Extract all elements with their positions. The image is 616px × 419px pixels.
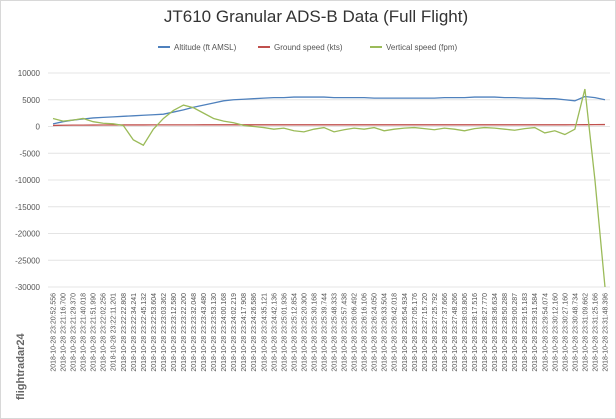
x-tick-label: 2018-10-28 23:25:57.438 bbox=[342, 293, 349, 372]
x-tick-label: 2018-10-28 23:20:52.556 bbox=[51, 293, 58, 372]
x-tick-label: 2018-10-28 23:23:12.580 bbox=[171, 293, 178, 372]
y-tick-label: 5000 bbox=[22, 96, 40, 105]
y-tick-label: 0 bbox=[36, 123, 41, 132]
x-tick-label: 2018-10-28 23:29:54.074 bbox=[542, 293, 549, 372]
x-tick-label: 2018-10-28 23:22:53.604 bbox=[151, 293, 158, 372]
x-tick-label: 2018-10-28 23:26:42.018 bbox=[392, 293, 399, 372]
x-tick-label: 2018-10-28 23:30:27.160 bbox=[562, 293, 569, 372]
y-tick-label: -15000 bbox=[15, 203, 40, 212]
x-tick-label: 2018-10-28 23:24:17.908 bbox=[241, 293, 248, 372]
series-line bbox=[52, 95, 606, 125]
x-tick-label: 2018-10-28 23:28:50.288 bbox=[502, 293, 509, 372]
x-tick-label: 2018-10-28 23:26:33.504 bbox=[382, 293, 389, 372]
x-tick-label: 2018-10-28 23:27:05.176 bbox=[412, 293, 419, 372]
x-tick-label: 2018-10-28 23:25:20.300 bbox=[301, 293, 308, 372]
x-tick-label: 2018-10-28 23:25:48.333 bbox=[332, 293, 339, 372]
x-tick-label: 2018-10-28 23:26:16.106 bbox=[362, 293, 369, 372]
watermark: flightradar24 bbox=[15, 332, 27, 400]
y-tick-label: -25000 bbox=[15, 256, 40, 265]
x-tick-label: 2018-10-28 23:24:00.168 bbox=[221, 293, 228, 372]
x-tick-label: 2018-10-28 23:23:43.480 bbox=[201, 293, 208, 372]
x-tick-label: 2018-10-28 23:21:51.990 bbox=[91, 293, 98, 372]
x-tick-label: 2018-10-28 23:23:32.048 bbox=[191, 293, 198, 372]
y-tick-label: -20000 bbox=[15, 230, 40, 239]
x-tick-label: 2018-10-28 23:23:03.362 bbox=[161, 293, 168, 372]
x-tick-label: 2018-10-28 23:25:01.936 bbox=[281, 293, 288, 372]
x-tick-label: 2018-10-28 23:21:29.370 bbox=[71, 293, 78, 372]
x-tick-label: 2018-10-28 23:31:48.396 bbox=[602, 293, 609, 372]
legend-label: Vertical speed (fpm) bbox=[386, 43, 457, 52]
x-tick-label: 2018-10-28 23:21:16.700 bbox=[61, 293, 68, 372]
x-tick-label: 2018-10-28 23:25:12.854 bbox=[291, 293, 298, 372]
x-tick-label: 2018-10-28 23:26:06.492 bbox=[352, 293, 359, 372]
x-tick-label: 2018-10-28 23:24:42.136 bbox=[271, 293, 278, 372]
x-tick-label: 2018-10-28 23:27:48.266 bbox=[452, 293, 459, 372]
legend-label: Altitude (ft AMSL) bbox=[174, 43, 237, 52]
x-tick-label: 2018-10-28 23:31:09.662 bbox=[582, 293, 589, 372]
x-tick-label: 2018-10-28 23:31:25.166 bbox=[592, 293, 599, 372]
x-tick-label: 2018-10-28 23:30:48.734 bbox=[572, 293, 579, 372]
x-tick-label: 2018-10-28 23:24:35.121 bbox=[261, 293, 268, 372]
x-tick-label: 2018-10-28 23:25:39.744 bbox=[321, 293, 328, 372]
x-tick-label: 2018-10-28 23:22:34.241 bbox=[131, 293, 138, 372]
y-tick-label: -5000 bbox=[20, 149, 41, 158]
x-tick-label: 2018-10-28 23:28:36.634 bbox=[492, 293, 499, 372]
x-tick-label: 2018-10-28 23:26:54.934 bbox=[402, 293, 409, 372]
x-tick-label: 2018-10-28 23:24:02.219 bbox=[231, 293, 238, 372]
y-tick-label: -10000 bbox=[15, 176, 40, 185]
x-tick-label: 2018-10-28 23:30:12.160 bbox=[552, 293, 559, 372]
series-line bbox=[53, 123, 605, 127]
x-tick-label: 2018-10-28 23:25:30.168 bbox=[311, 293, 318, 372]
y-tick-label: -30000 bbox=[15, 283, 40, 292]
x-tick-label: 2018-10-28 23:22:22.808 bbox=[121, 293, 128, 372]
x-tick-label: 2018-10-28 23:26:24.050 bbox=[372, 293, 379, 372]
x-tick-label: 2018-10-28 23:28:17.516 bbox=[472, 293, 479, 372]
x-tick-label: 2018-10-28 23:21:40.018 bbox=[81, 293, 88, 372]
x-tick-label: 2018-10-28 23:22:45.132 bbox=[141, 293, 148, 372]
x-tick-label: 2018-10-28 23:22:11.201 bbox=[111, 293, 118, 371]
y-tick-label: 10000 bbox=[18, 69, 41, 78]
legend-label: Ground speed (kts) bbox=[274, 43, 343, 52]
x-tick-label: 2018-10-28 23:28:03.806 bbox=[462, 293, 469, 372]
x-tick-label: 2018-10-28 23:23:53.130 bbox=[211, 293, 218, 372]
x-tick-label: 2018-10-28 23:24:26.586 bbox=[251, 293, 258, 372]
series-line bbox=[52, 88, 606, 288]
x-tick-label: 2018-10-28 23:23:22.200 bbox=[181, 293, 188, 372]
x-tick-label: 2018-10-28 23:28:27.770 bbox=[482, 293, 489, 372]
chart-title: JT610 Granular ADS-B Data (Full Flight) bbox=[164, 7, 468, 26]
x-tick-label: 2018-10-28 23:27:15.720 bbox=[422, 293, 429, 372]
x-tick-label: 2018-10-28 23:22:02.256 bbox=[101, 293, 108, 372]
x-tick-label: 2018-10-28 23:27:25.792 bbox=[432, 293, 439, 372]
x-tick-label: 2018-10-28 23:29:31.584 bbox=[532, 293, 539, 372]
x-tick-label: 2018-10-28 23:29:00.287 bbox=[512, 293, 519, 372]
x-tick-label: 2018-10-28 23:27:37.666 bbox=[442, 293, 449, 372]
x-tick-label: 2018-10-28 23:29:15.183 bbox=[522, 293, 529, 372]
